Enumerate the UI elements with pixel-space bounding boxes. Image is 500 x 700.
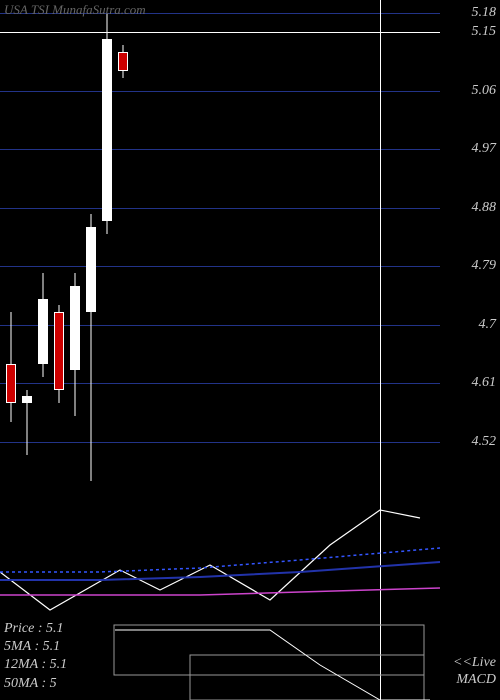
y-axis-label: 4.79 — [472, 258, 497, 274]
grid-line — [0, 442, 440, 443]
ma12-value: 12MA : 5.1 — [4, 656, 67, 674]
ma-line — [0, 562, 440, 580]
y-axis-label: 4.88 — [472, 200, 497, 216]
candle-body — [38, 299, 48, 364]
y-axis-label: 5.18 — [472, 5, 497, 21]
info-box: Price : 5.1 5MA : 5.1 12MA : 5.1 50MA : … — [4, 620, 67, 693]
y-axis-label: 4.61 — [472, 375, 497, 391]
ma-line — [115, 630, 430, 700]
grid-line — [0, 383, 440, 384]
candlestick — [52, 0, 66, 500]
candle-body — [6, 364, 16, 403]
candle-body — [54, 312, 64, 390]
ma-line — [0, 548, 440, 572]
macd-box — [190, 655, 424, 700]
y-axis-label: 4.52 — [472, 434, 497, 450]
chart-container: USA TSI MunafaSutra.com 5.18 5.15 5.06 4.97… — [0, 0, 500, 700]
ma5-value: 5MA : 5.1 — [4, 638, 67, 656]
watermark-text: USA TSI MunafaSutra.com — [4, 2, 146, 18]
grid-line — [0, 32, 440, 33]
y-axis-label: 5.06 — [472, 83, 497, 99]
candle-body — [118, 52, 128, 71]
y-axis-label: 5.15 — [472, 24, 497, 40]
candlestick — [68, 0, 82, 500]
grid-line — [0, 208, 440, 209]
ma50-value: 50MA : 5 — [4, 675, 67, 693]
price-chart[interactable]: 5.18 5.15 5.06 4.97 4.88 4.79 4.7 4.61 4.52 — [0, 0, 500, 500]
ma-line — [0, 588, 440, 595]
live-label: <<Live — [453, 655, 496, 671]
cursor-line — [380, 0, 381, 700]
grid-line — [0, 91, 440, 92]
y-axis-label: 4.97 — [472, 141, 497, 157]
price-value: Price : 5.1 — [4, 620, 67, 638]
candle-body — [70, 286, 80, 370]
ma-line — [0, 510, 420, 610]
grid-line — [0, 325, 440, 326]
candlestick — [84, 0, 98, 500]
grid-line — [0, 149, 440, 150]
candlestick — [20, 0, 34, 500]
macd-label: MACD — [456, 672, 496, 688]
grid-line — [0, 266, 440, 267]
candle-body — [102, 39, 112, 221]
candlestick — [36, 0, 50, 500]
candle-body — [22, 396, 32, 402]
candlestick — [100, 0, 114, 500]
candle-body — [86, 227, 96, 311]
macd-box — [114, 625, 424, 675]
candlestick — [4, 0, 18, 500]
candlestick — [116, 0, 130, 500]
y-axis-label: 4.7 — [479, 317, 497, 333]
